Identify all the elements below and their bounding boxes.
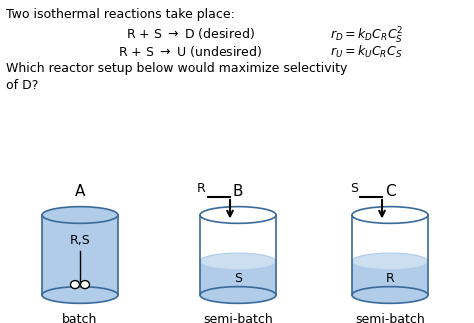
Polygon shape	[352, 215, 428, 295]
Text: $r_U=k_UC_RC_S$: $r_U=k_UC_RC_S$	[330, 44, 402, 60]
Text: S: S	[234, 272, 242, 285]
Ellipse shape	[200, 207, 276, 224]
Polygon shape	[42, 215, 118, 295]
Text: R + S $\rightarrow$ D (desired): R + S $\rightarrow$ D (desired)	[126, 26, 255, 41]
Ellipse shape	[352, 207, 428, 224]
Text: B: B	[233, 184, 243, 199]
Text: R: R	[386, 272, 394, 285]
Ellipse shape	[81, 281, 90, 288]
Ellipse shape	[71, 281, 80, 288]
Text: batch: batch	[62, 313, 98, 323]
Ellipse shape	[200, 287, 276, 303]
Text: C: C	[385, 184, 395, 199]
Ellipse shape	[200, 253, 276, 270]
Polygon shape	[200, 261, 276, 295]
Ellipse shape	[42, 207, 118, 224]
Text: R: R	[197, 182, 206, 195]
Text: A: A	[75, 184, 85, 199]
Ellipse shape	[42, 287, 118, 303]
Text: R,S: R,S	[70, 234, 91, 247]
Text: Two isothermal reactions take place:: Two isothermal reactions take place:	[6, 8, 235, 21]
Text: semi-batch: semi-batch	[355, 313, 425, 323]
Text: Which reactor setup below would maximize selectivity
of D?: Which reactor setup below would maximize…	[6, 62, 347, 92]
Ellipse shape	[352, 253, 428, 270]
Text: S: S	[350, 182, 358, 195]
Text: R + S $\rightarrow$ U (undesired): R + S $\rightarrow$ U (undesired)	[118, 44, 262, 59]
Text: $r_D=k_DC_RC_S^2$: $r_D=k_DC_RC_S^2$	[330, 26, 403, 46]
Polygon shape	[352, 261, 428, 295]
Polygon shape	[200, 215, 276, 295]
Text: semi-batch: semi-batch	[203, 313, 273, 323]
Ellipse shape	[352, 287, 428, 303]
